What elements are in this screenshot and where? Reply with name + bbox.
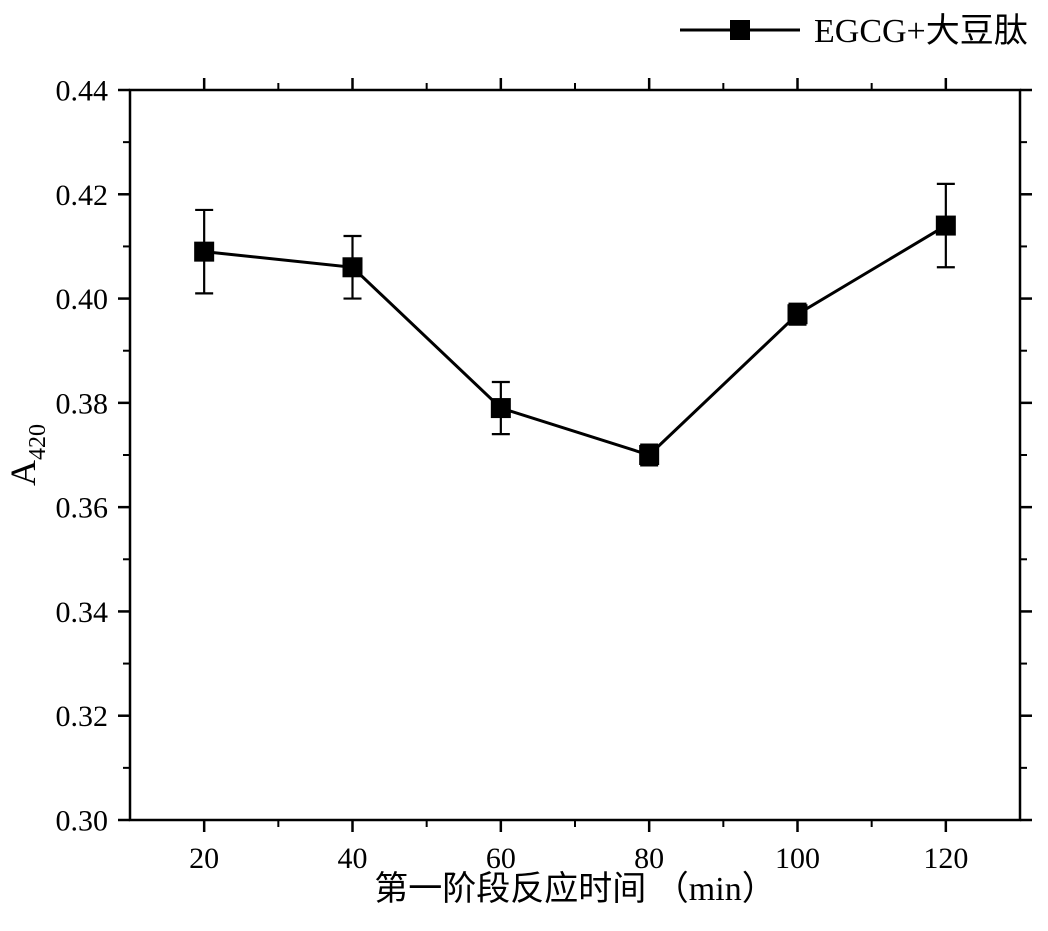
data-point-marker [639, 445, 659, 465]
legend-label: EGCG+大豆肽 [814, 12, 1028, 50]
x-tick-label: 100 [775, 842, 820, 875]
plot-bg [130, 90, 1020, 820]
y-tick-label: 0.36 [56, 492, 109, 525]
legend-marker-icon [730, 20, 750, 40]
data-point-marker [343, 257, 363, 277]
chart-root: 204060801001200.300.320.340.360.380.400.… [0, 0, 1048, 931]
y-tick-label: 0.40 [56, 283, 109, 316]
y-tick-label: 0.38 [56, 387, 109, 420]
y-tick-label: 0.42 [56, 179, 109, 212]
x-tick-label: 40 [338, 842, 368, 875]
y-tick-label: 0.34 [56, 596, 109, 629]
data-point-marker [491, 398, 511, 418]
data-point-marker [194, 242, 214, 262]
x-axis-label: 第一阶段反应时间 （min） [374, 870, 775, 908]
data-point-marker [936, 216, 956, 236]
y-tick-label: 0.32 [56, 700, 109, 733]
y-tick-label: 0.30 [56, 805, 109, 838]
chart-svg: 204060801001200.300.320.340.360.380.400.… [0, 0, 1048, 931]
data-point-marker [788, 304, 808, 324]
y-tick-label: 0.44 [56, 75, 109, 108]
x-tick-label: 120 [923, 842, 968, 875]
x-tick-label: 20 [189, 842, 219, 875]
